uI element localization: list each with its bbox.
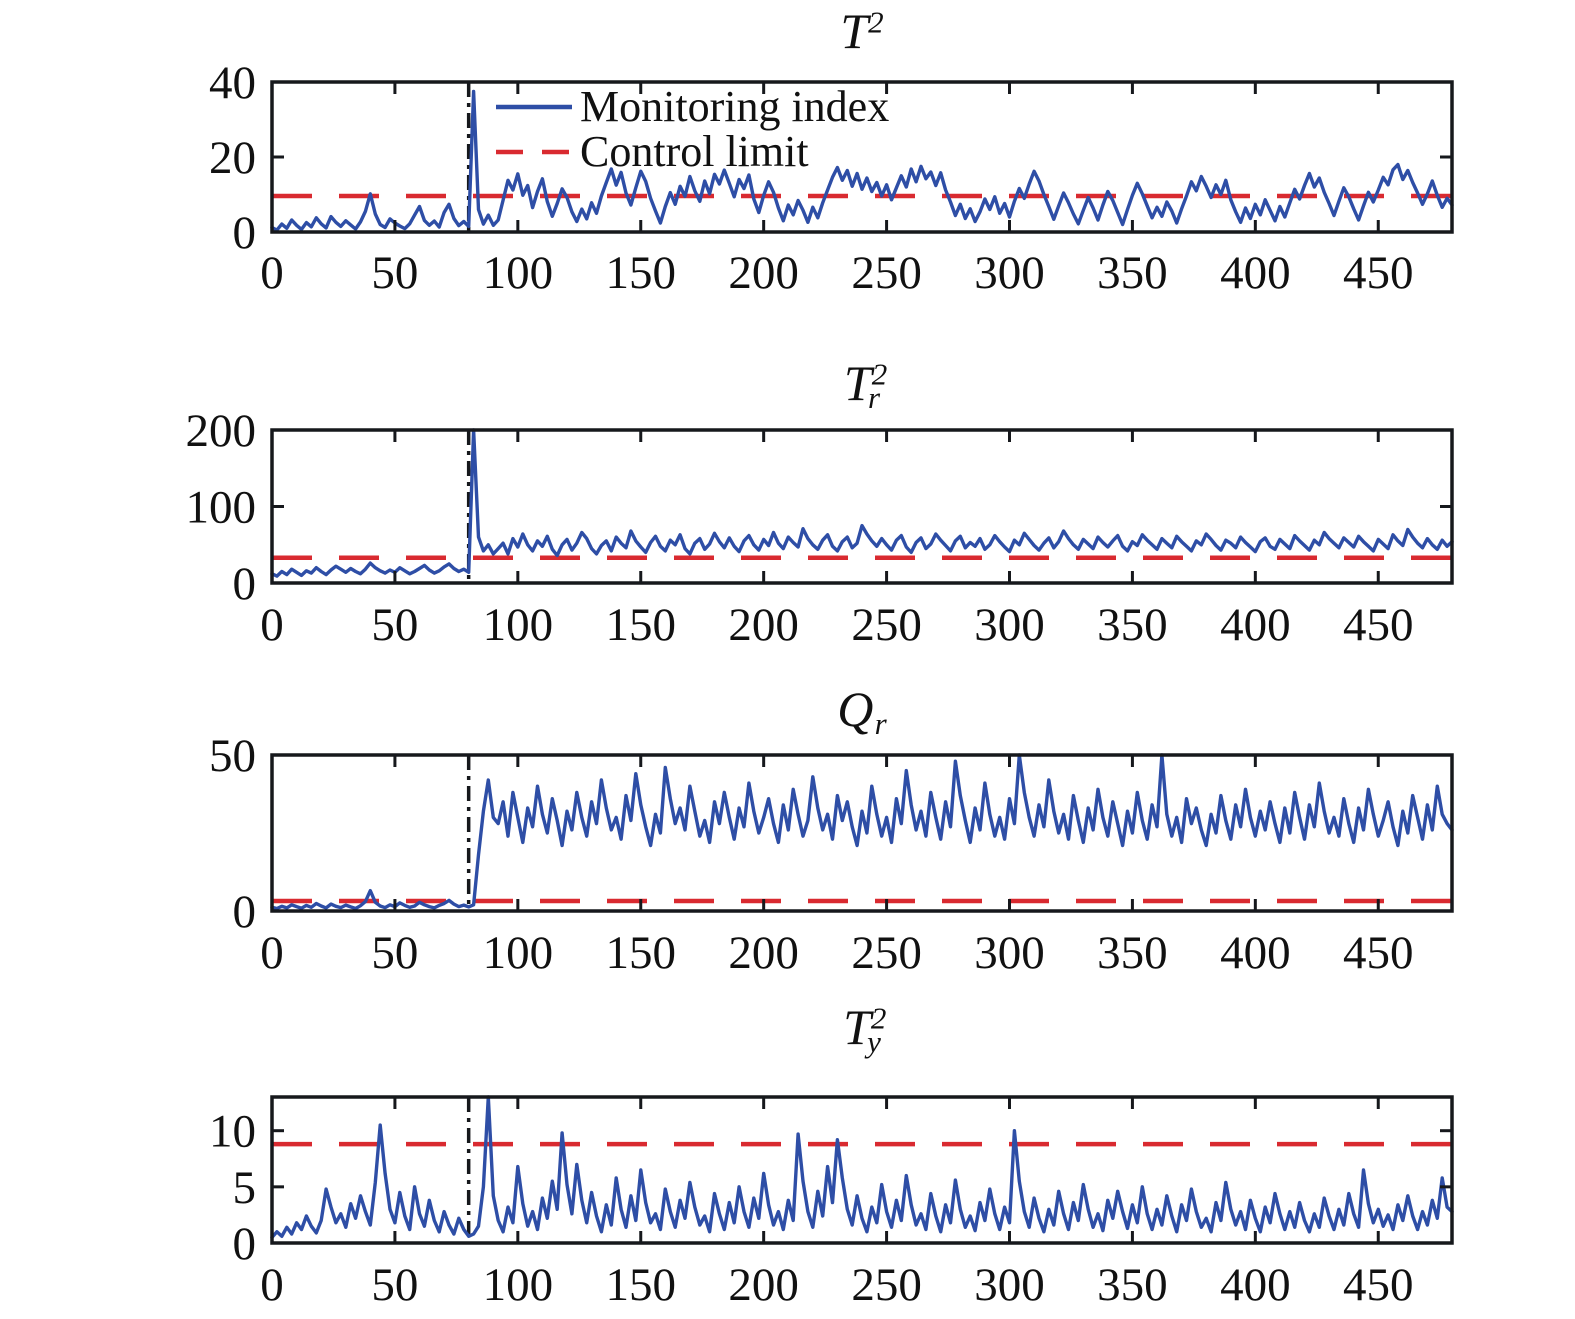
x-tick-label-0: 400 <box>1220 247 1291 299</box>
x-tick-label-1: 200 <box>728 599 799 651</box>
y-tick-label-3: 0 <box>233 1218 257 1270</box>
x-tick-label-2: 400 <box>1220 927 1291 979</box>
x-tick-label-2: 250 <box>851 927 922 979</box>
title-superscript: 2 <box>868 4 884 40</box>
x-tick-label-2: 450 <box>1343 927 1414 979</box>
legend-entry-monitoring-index: Monitoring index <box>494 84 889 129</box>
title-base: T <box>843 355 872 411</box>
axes-box-2 <box>270 753 1454 913</box>
chart-title-ty2: T2y <box>272 1002 1452 1057</box>
legend-entry-control-limit: Control limit <box>494 129 889 174</box>
x-tick-label-0: 450 <box>1343 247 1414 299</box>
title-base: T <box>840 3 869 59</box>
x-tick-label-3: 450 <box>1343 1259 1414 1311</box>
title-subscript: r <box>868 379 881 415</box>
monitoring-index-series-2 <box>270 753 1454 911</box>
x-tick-label-2: 50 <box>371 927 418 979</box>
chart-title-tr2: T2r <box>272 358 1452 413</box>
x-tick-label-3: 300 <box>974 1259 1045 1311</box>
legend-label-monitoring-index: Monitoring index <box>580 81 890 131</box>
x-tick-label-1: 50 <box>371 599 418 651</box>
x-tick-label-2: 150 <box>606 927 677 979</box>
y-tick-label-2: 50 <box>209 730 256 782</box>
y-tick-label-2: 0 <box>233 886 257 938</box>
legend-line-solid-icon <box>496 104 572 109</box>
y-tick-label-3: 10 <box>209 1106 256 1158</box>
legend: Monitoring index Control limit <box>494 84 889 174</box>
title-superscript: 2 <box>870 1000 887 1036</box>
x-tick-label-2: 300 <box>974 927 1045 979</box>
x-tick-label-2: 0 <box>260 927 284 979</box>
x-tick-label-1: 250 <box>851 599 922 651</box>
axes-box-1 <box>270 428 1454 585</box>
title-subscript: y <box>867 1023 881 1059</box>
x-tick-label-3: 250 <box>851 1259 922 1311</box>
y-tick-label-0: 20 <box>209 132 256 184</box>
x-tick-label-0: 0 <box>260 247 284 299</box>
x-tick-label-0: 300 <box>974 247 1045 299</box>
axes-box-3 <box>270 1095 1454 1245</box>
x-tick-label-3: 200 <box>728 1259 799 1311</box>
x-tick-label-0: 350 <box>1097 247 1168 299</box>
x-tick-label-1: 450 <box>1343 599 1414 651</box>
monitoring-index-series-0 <box>270 89 1454 232</box>
monitoring-index-series-3 <box>270 1095 1454 1240</box>
x-tick-label-2: 350 <box>1097 927 1168 979</box>
x-tick-label-0: 50 <box>371 247 418 299</box>
x-tick-label-3: 0 <box>260 1259 284 1311</box>
monitoring-index-series-1 <box>270 428 1454 578</box>
x-tick-label-3: 150 <box>606 1259 677 1311</box>
x-tick-label-0: 200 <box>728 247 799 299</box>
x-tick-label-3: 400 <box>1220 1259 1291 1311</box>
chart-title-t2: T2 <box>272 6 1452 56</box>
title-base: Q <box>837 681 874 737</box>
y-tick-label-3: 5 <box>233 1162 257 1214</box>
x-tick-label-0: 250 <box>851 247 922 299</box>
title-base: T <box>843 999 871 1055</box>
chart-title-qr: Qr <box>272 684 1452 739</box>
x-tick-label-1: 100 <box>483 599 554 651</box>
y-tick-label-1: 100 <box>186 482 257 534</box>
x-tick-label-1: 0 <box>260 599 284 651</box>
legend-label-control-limit: Control limit <box>580 126 809 176</box>
title-superscript: 2 <box>871 356 888 392</box>
y-tick-label-1: 0 <box>233 558 257 610</box>
legend-line-dashed-icon <box>496 149 572 154</box>
x-tick-label-3: 100 <box>483 1259 554 1311</box>
x-tick-label-3: 50 <box>371 1259 418 1311</box>
x-tick-label-3: 350 <box>1097 1259 1168 1311</box>
y-tick-label-0: 0 <box>233 207 257 259</box>
x-tick-label-1: 400 <box>1220 599 1291 651</box>
x-tick-label-1: 150 <box>606 599 677 651</box>
x-tick-label-0: 150 <box>606 247 677 299</box>
y-tick-label-0: 40 <box>209 57 256 109</box>
x-tick-label-0: 100 <box>483 247 554 299</box>
title-subscript: r <box>874 705 887 741</box>
x-tick-label-1: 300 <box>974 599 1045 651</box>
y-tick-label-1: 200 <box>186 405 257 457</box>
x-tick-label-1: 350 <box>1097 599 1168 651</box>
x-tick-label-2: 200 <box>728 927 799 979</box>
x-tick-label-2: 100 <box>483 927 554 979</box>
